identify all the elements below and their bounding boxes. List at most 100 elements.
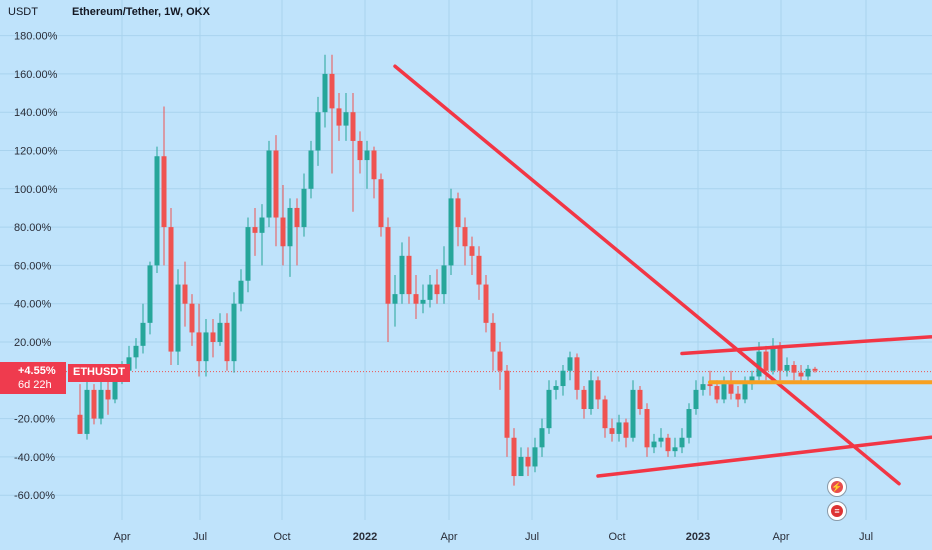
- candle: [259, 217, 265, 233]
- candle: [630, 389, 636, 438]
- candle: [756, 351, 762, 377]
- candle-countdown: 6d 22h: [18, 379, 52, 391]
- candle: [637, 389, 643, 410]
- candle: [672, 447, 678, 452]
- trendline-upper-channel: [680, 334, 932, 356]
- us-flag-icon[interactable]: ≡: [827, 501, 847, 521]
- candle: [161, 156, 167, 228]
- candle: [721, 384, 727, 400]
- candle: [182, 284, 188, 304]
- x-tick-label: 2023: [686, 531, 710, 543]
- candle: [406, 255, 412, 295]
- y-tick-label: 100.00%: [14, 184, 58, 196]
- candle: [469, 246, 475, 256]
- y-tick-label: 60.00%: [14, 260, 52, 272]
- y-tick-label: 20.00%: [14, 337, 52, 349]
- x-tick-label: Jul: [859, 531, 873, 543]
- candle: [378, 179, 384, 228]
- candle: [581, 389, 587, 410]
- candle: [532, 447, 538, 467]
- candle: [476, 255, 482, 285]
- x-tick-label: 2022: [353, 531, 377, 543]
- x-tick-label: Jul: [193, 531, 207, 543]
- candle: [343, 112, 349, 126]
- candle: [714, 386, 720, 400]
- candle: [168, 227, 174, 352]
- candle: [546, 389, 552, 429]
- last-price-tag: +4.55% 6d 22h: [0, 362, 66, 394]
- candle: [693, 389, 699, 410]
- y-tick-label: -40.00%: [14, 452, 55, 464]
- candle: [644, 409, 650, 448]
- candle: [217, 322, 223, 342]
- candle: [770, 345, 776, 371]
- candle: [315, 112, 321, 151]
- candle: [196, 332, 202, 362]
- candle: [252, 227, 258, 233]
- candle: [273, 150, 279, 218]
- candle: [658, 437, 664, 442]
- candle: [812, 368, 818, 371]
- x-tick-label: Apr: [113, 531, 130, 543]
- candle: [798, 372, 804, 377]
- candle: [462, 227, 468, 247]
- candle: [224, 322, 230, 362]
- candle: [336, 108, 342, 126]
- y-tick-label: 40.00%: [14, 299, 52, 311]
- trendline-lower-channel: [596, 435, 932, 478]
- candle: [371, 150, 377, 180]
- candle: [301, 188, 307, 228]
- candle: [203, 332, 209, 362]
- change-percent: +4.55%: [18, 365, 56, 377]
- candle: [609, 428, 615, 434]
- x-tick-label: Apr: [772, 531, 789, 543]
- candle: [434, 284, 440, 295]
- chart-header: USDT Ethereum/Tether, 1W, OKX: [8, 6, 210, 18]
- candle: [448, 198, 454, 266]
- candle: [280, 217, 286, 247]
- candle: [350, 112, 356, 141]
- candle: [735, 393, 741, 400]
- candle: [392, 294, 398, 304]
- candle: [287, 207, 293, 247]
- candle: [77, 414, 83, 434]
- candle: [525, 456, 531, 467]
- candle: [490, 322, 496, 352]
- candle: [742, 384, 748, 400]
- candle: [133, 345, 139, 358]
- x-tick-label: Oct: [608, 531, 625, 543]
- x-tick-label: Apr: [440, 531, 457, 543]
- candle: [665, 437, 671, 452]
- candle: [518, 456, 524, 477]
- candle: [497, 351, 503, 371]
- y-tick-label: 120.00%: [14, 146, 58, 158]
- x-tick-label: Oct: [273, 531, 290, 543]
- candle: [539, 428, 545, 448]
- candle: [413, 294, 419, 304]
- candle: [105, 389, 111, 400]
- candle: [651, 441, 657, 448]
- candle: [364, 150, 370, 161]
- candle: [140, 322, 146, 346]
- candle: [602, 399, 608, 429]
- candle: [679, 437, 685, 448]
- candle: [686, 409, 692, 438]
- candle: [623, 422, 629, 438]
- candle: [560, 370, 566, 387]
- candle: [98, 389, 104, 419]
- candle: [567, 357, 573, 371]
- candle: [805, 368, 811, 377]
- x-tick-label: Jul: [525, 531, 539, 543]
- candle: [84, 389, 90, 434]
- candle: [763, 351, 769, 371]
- trendline-descending-resistance: [393, 64, 901, 486]
- currency-label: USDT: [8, 6, 38, 18]
- candle: [91, 389, 97, 419]
- candle: [175, 284, 181, 352]
- candle: [595, 380, 601, 400]
- candle: [511, 437, 517, 477]
- y-tick-label: 160.00%: [14, 69, 58, 81]
- candle: [707, 384, 713, 387]
- lightning-icon[interactable]: ⚡: [827, 477, 847, 497]
